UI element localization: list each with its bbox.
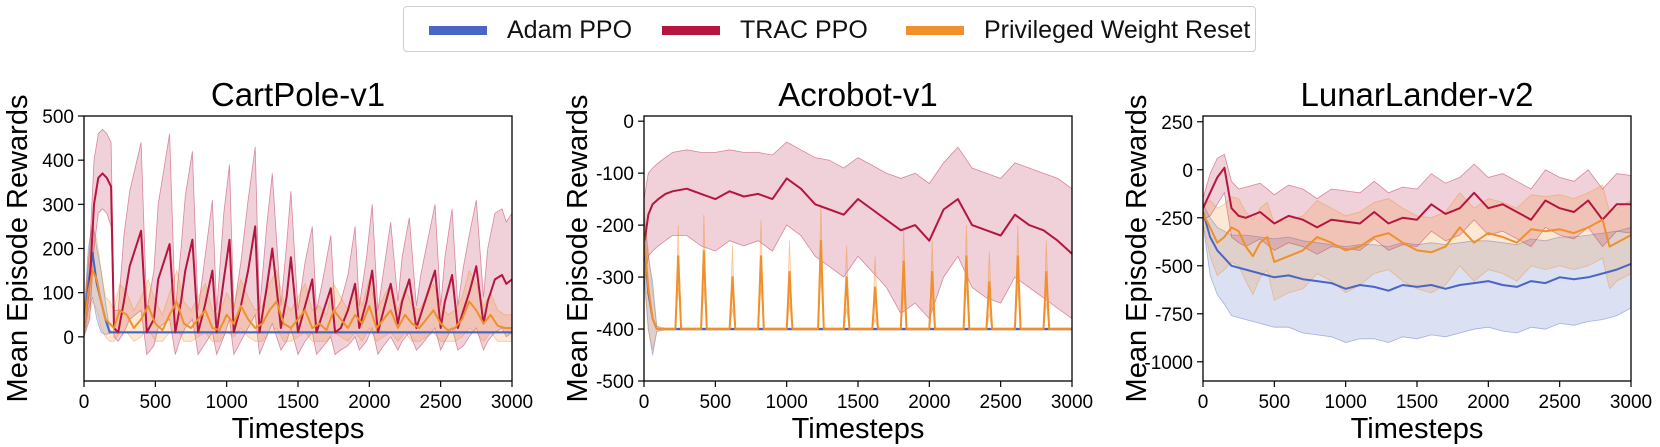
band-trac-ppo xyxy=(644,141,1072,320)
y-tick-label: 300 xyxy=(42,195,74,216)
chart-lunarlander-v2: 0 500 1000 1500 2000 2500 3000-1000-750-500-25… xyxy=(1121,76,1652,445)
band-adam-ppo xyxy=(84,221,512,337)
y-axis-label: Mean Episode Rewards xyxy=(1121,95,1153,403)
x-tick-label: 2500 xyxy=(980,392,1022,413)
x-tick-label: 2000 xyxy=(1467,392,1509,413)
x-tick-label: 1500 xyxy=(1396,392,1438,413)
legend-label-privileged-weight-reset: Privileged Weight Reset xyxy=(984,15,1251,44)
y-tick-label: -500 xyxy=(1155,257,1193,278)
x-tick-label: 2500 xyxy=(420,392,462,413)
legend-label-trac-ppo: TRAC PPO xyxy=(740,15,868,44)
line-privileged-weight-reset xyxy=(644,235,1072,330)
x-tick-label: 3000 xyxy=(491,392,533,413)
y-tick-label: -100 xyxy=(596,164,634,185)
line-privileged-weight-reset xyxy=(84,269,512,332)
x-tick-label: 0 xyxy=(1198,392,1209,413)
x-tick-label: 3000 xyxy=(1051,392,1093,413)
chart-title: LunarLander-v2 xyxy=(1301,76,1534,113)
x-tick-label: 500 xyxy=(139,392,171,413)
y-tick-label: -200 xyxy=(596,216,634,237)
x-tick-label: 1500 xyxy=(277,392,319,413)
series-group xyxy=(1203,153,1631,344)
x-tick-label: 2000 xyxy=(908,392,950,413)
band-adam-ppo xyxy=(644,214,1072,356)
band-trac-ppo xyxy=(1203,153,1631,255)
series-group xyxy=(644,141,1072,356)
x-tick-label: 500 xyxy=(699,392,731,413)
x-axis-label: Timesteps xyxy=(1351,413,1484,445)
x-tick-label: 1000 xyxy=(766,392,808,413)
legend-label-adam-ppo: Adam PPO xyxy=(507,15,633,44)
x-tick-label: 0 xyxy=(79,392,90,413)
legend-swatch-trac-ppo xyxy=(662,25,720,35)
legend-swatch-privileged-weight-reset xyxy=(906,25,964,35)
chart-title: CartPole-v1 xyxy=(211,76,385,113)
line-privileged-weight-reset xyxy=(1203,213,1631,263)
legend-item-privileged-weight-reset: Privileged Weight Reset xyxy=(906,7,1250,53)
band-adam-ppo xyxy=(1203,204,1631,344)
line-trac-ppo xyxy=(1203,166,1631,229)
y-axis-label: Mean Episode Rewards xyxy=(2,95,34,403)
chart-cartpole-v1: 0 500 1000 1500 2000 2500 3000 0 100 200 300 400 500… xyxy=(2,76,533,445)
x-tick-label: 2500 xyxy=(1539,392,1581,413)
y-axis-label: Mean Episode Rewards xyxy=(562,95,594,403)
y-tick-label: 250 xyxy=(1161,113,1193,134)
y-tick-label: 400 xyxy=(42,151,74,172)
y-tick-label: -300 xyxy=(596,268,634,289)
x-tick-label: 1000 xyxy=(206,392,248,413)
x-tick-label: 3000 xyxy=(1610,392,1652,413)
y-tick-label: -400 xyxy=(596,320,634,341)
x-tick-label: 500 xyxy=(1258,392,1290,413)
x-axis-label: Timesteps xyxy=(792,413,925,445)
y-tick-label: 0 xyxy=(1182,161,1193,182)
legend-item-trac-ppo: TRAC PPO xyxy=(662,7,868,53)
y-tick-label: 200 xyxy=(42,240,74,261)
legend-item-adam-ppo: Adam PPO xyxy=(429,7,632,53)
x-tick-label: 0 xyxy=(639,392,650,413)
x-tick-label: 1500 xyxy=(837,392,879,413)
x-tick-label: 1000 xyxy=(1325,392,1367,413)
y-tick-label: -500 xyxy=(596,372,634,393)
chart-acrobot-v1: 0 500 1000 1500 2000 2500 3000 -500 -400 -300 -200… xyxy=(562,76,1093,445)
y-tick-label: 0 xyxy=(623,112,634,133)
y-tick-label: 100 xyxy=(42,284,74,305)
legend: Adam PPO TRAC PPO Privileged Weight Rese… xyxy=(403,6,1256,52)
y-tick-label: 500 xyxy=(42,107,74,128)
line-trac-ppo xyxy=(644,177,1072,255)
y-tick-label: -750 xyxy=(1155,305,1193,326)
y-tick-label: 0 xyxy=(63,328,74,349)
line-adam-ppo xyxy=(1203,211,1631,292)
x-tick-label: 2000 xyxy=(348,392,390,413)
legend-swatch-adam-ppo xyxy=(429,25,487,35)
chart-title: Acrobot-v1 xyxy=(778,76,938,113)
band-trac-ppo xyxy=(84,128,512,356)
series-group xyxy=(84,128,512,356)
y-tick-label: -250 xyxy=(1155,209,1193,230)
x-axis-label: Timesteps xyxy=(232,413,365,445)
band-privileged-weight-reset xyxy=(1203,184,1631,301)
y-tick-label: -1000 xyxy=(1144,353,1193,374)
